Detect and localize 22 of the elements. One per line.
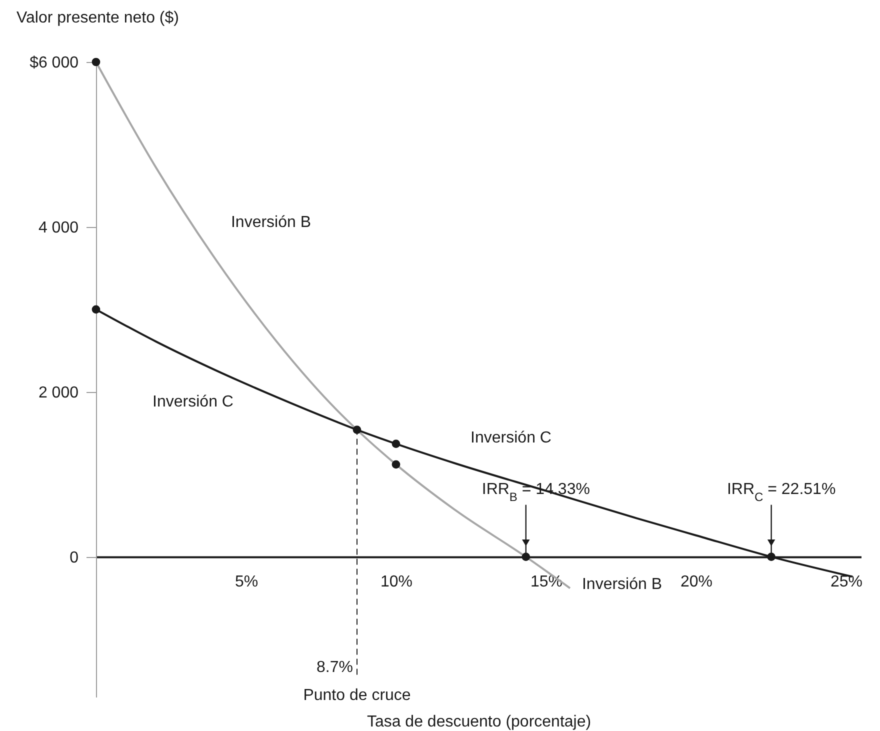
text: Inversión C bbox=[470, 430, 552, 447]
text: Inversión B bbox=[230, 214, 312, 231]
y-tick-label: $6 000 bbox=[30, 54, 79, 72]
y-tick-label: 4 000 bbox=[38, 219, 79, 236]
point bbox=[522, 552, 530, 561]
y-tick-label: 0 bbox=[70, 549, 79, 566]
y-axis-title: Valor presente neto ($) bbox=[16, 10, 179, 26]
x-tick-label: 5% bbox=[234, 573, 258, 590]
x-tick-label: 25% bbox=[830, 573, 863, 590]
ref-line-label: 8.7% bbox=[316, 659, 353, 676]
point bbox=[92, 58, 100, 66]
point bbox=[92, 305, 100, 314]
point bbox=[392, 460, 400, 469]
point bbox=[392, 440, 400, 448]
x-tick-label: 10% bbox=[380, 573, 413, 590]
series-label: Inversión C bbox=[152, 394, 234, 411]
x-tick-label: 20% bbox=[680, 573, 713, 590]
series-label: Inversión B bbox=[582, 576, 662, 594]
y-tick-label: 2 000 bbox=[38, 384, 79, 402]
x-axis-title: Tasa de descuento (porcentaje) bbox=[366, 714, 592, 730]
annotation: Punto de cruce bbox=[303, 687, 411, 704]
annotation: IRR$_{C}$ = 22.51% bbox=[726, 480, 836, 504]
